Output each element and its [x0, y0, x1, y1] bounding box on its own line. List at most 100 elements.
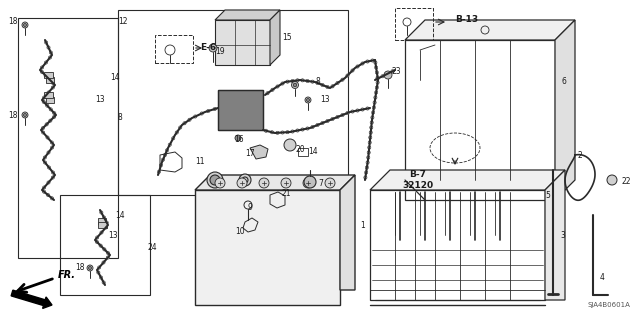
Circle shape [175, 131, 179, 134]
Text: FR.: FR. [58, 270, 76, 280]
Circle shape [95, 236, 99, 239]
Circle shape [97, 266, 100, 269]
Circle shape [24, 114, 26, 116]
Circle shape [367, 146, 371, 149]
Polygon shape [370, 170, 565, 190]
Circle shape [49, 56, 52, 59]
Circle shape [271, 88, 274, 91]
Circle shape [361, 62, 364, 65]
Text: 16: 16 [234, 136, 244, 145]
Polygon shape [405, 20, 575, 40]
Circle shape [311, 125, 314, 129]
Circle shape [284, 139, 296, 151]
Circle shape [106, 251, 109, 255]
Circle shape [168, 143, 172, 146]
Circle shape [281, 178, 291, 188]
Circle shape [51, 86, 54, 89]
Circle shape [43, 186, 46, 189]
Bar [60, 195, 150, 295]
Text: 4: 4 [600, 273, 605, 283]
Circle shape [49, 108, 52, 111]
Text: 9: 9 [247, 203, 252, 211]
Circle shape [41, 127, 44, 130]
Circle shape [159, 164, 163, 167]
Circle shape [371, 59, 374, 62]
Circle shape [311, 80, 314, 83]
Text: 18: 18 [75, 263, 84, 272]
Bar [44, 92, 53, 98]
Circle shape [369, 131, 372, 134]
Circle shape [179, 126, 182, 129]
Circle shape [316, 81, 319, 85]
Circle shape [293, 83, 297, 87]
Circle shape [276, 85, 279, 88]
Circle shape [326, 85, 329, 89]
Circle shape [100, 231, 103, 234]
Circle shape [165, 149, 168, 152]
Circle shape [367, 156, 370, 159]
Bar [98, 218, 106, 224]
Circle shape [366, 60, 369, 63]
Circle shape [296, 129, 299, 132]
Circle shape [286, 80, 289, 83]
Circle shape [47, 46, 50, 49]
Circle shape [351, 110, 354, 113]
Circle shape [188, 118, 191, 121]
Text: 23: 23 [392, 68, 402, 77]
Polygon shape [555, 20, 575, 200]
Bar [405, 40, 555, 200]
Text: 13: 13 [108, 231, 118, 240]
Circle shape [49, 51, 52, 54]
Text: 1: 1 [360, 220, 365, 229]
Circle shape [172, 137, 175, 140]
Circle shape [321, 122, 324, 125]
Circle shape [374, 61, 377, 64]
Circle shape [301, 79, 304, 82]
Circle shape [99, 244, 102, 247]
Circle shape [366, 161, 369, 164]
Text: E-6: E-6 [200, 43, 216, 53]
Text: 5: 5 [545, 190, 550, 199]
Circle shape [51, 176, 54, 179]
Circle shape [307, 99, 310, 101]
Circle shape [95, 240, 99, 243]
Text: B-7
32120: B-7 32120 [403, 170, 433, 190]
Circle shape [161, 158, 164, 161]
Circle shape [336, 81, 339, 85]
Circle shape [351, 69, 354, 72]
Bar [98, 222, 107, 228]
Circle shape [102, 216, 106, 219]
Circle shape [47, 91, 50, 94]
Circle shape [51, 171, 54, 174]
Circle shape [42, 131, 45, 134]
Circle shape [47, 151, 50, 154]
Circle shape [235, 135, 241, 141]
Circle shape [43, 96, 46, 99]
Circle shape [369, 136, 372, 139]
Circle shape [105, 221, 108, 224]
Circle shape [356, 109, 359, 112]
Circle shape [286, 130, 289, 134]
Circle shape [376, 81, 380, 84]
Circle shape [291, 79, 294, 83]
Circle shape [237, 178, 247, 188]
Circle shape [371, 116, 374, 119]
Text: 10: 10 [235, 227, 244, 236]
Text: 15: 15 [282, 33, 292, 42]
Circle shape [341, 113, 344, 117]
Circle shape [45, 104, 49, 107]
Circle shape [51, 146, 54, 149]
Circle shape [341, 78, 344, 81]
Circle shape [44, 74, 47, 77]
Text: 3: 3 [560, 231, 565, 240]
Polygon shape [545, 170, 565, 300]
Circle shape [207, 172, 223, 188]
Circle shape [44, 156, 47, 159]
Circle shape [321, 83, 324, 86]
Circle shape [259, 178, 269, 188]
Circle shape [42, 190, 45, 193]
Circle shape [266, 92, 269, 95]
Circle shape [384, 71, 392, 79]
Circle shape [51, 197, 54, 200]
Circle shape [87, 265, 93, 271]
